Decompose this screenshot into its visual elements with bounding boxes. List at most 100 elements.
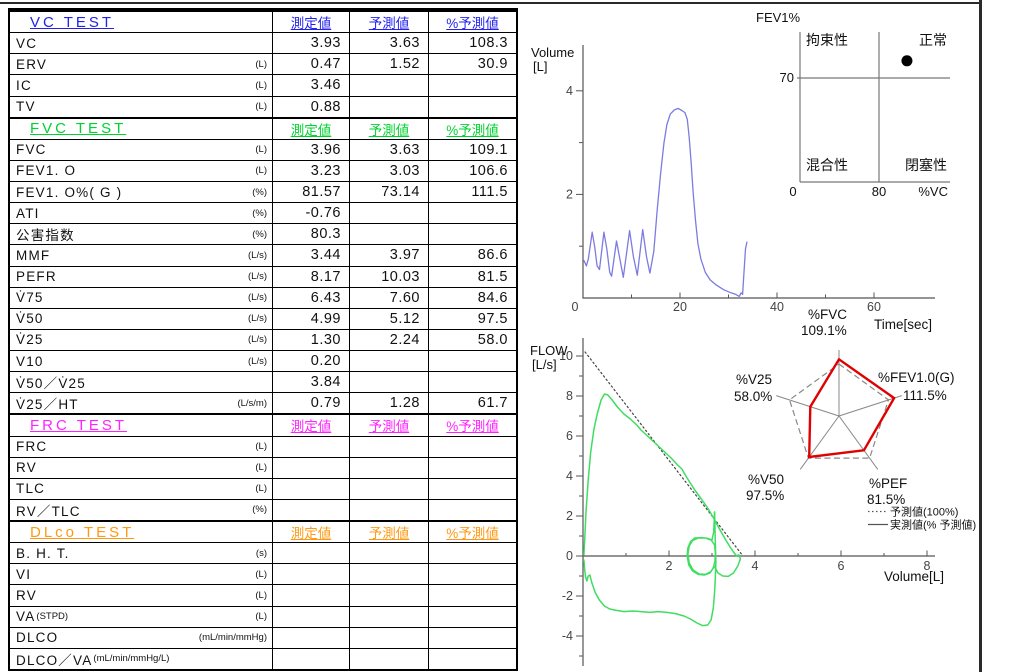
- parameter-label-cell: IC (L): [10, 75, 273, 96]
- predicted-value-cell: 3.63: [350, 33, 429, 54]
- parameter-unit: (L/s/m): [237, 397, 267, 409]
- radar-axis-value: 111.5%: [903, 388, 947, 403]
- parameter-unit: (L/s): [248, 271, 267, 283]
- parameter-label: VC: [16, 35, 38, 51]
- predicted-value-cell: [350, 627, 429, 648]
- parameter-label-cell: V̇25／HT (L/s/m): [10, 393, 273, 414]
- predicted-value-cell: 2.24: [350, 329, 429, 350]
- parameter-label-cell: VI (L): [10, 564, 273, 585]
- parameter-unit: (L/s): [248, 292, 267, 304]
- vt-axes: [582, 45, 935, 299]
- vt-xtick-label: 60: [867, 300, 881, 314]
- quad-xtick-label: 0: [789, 184, 796, 199]
- radar-spoke: [776, 395, 840, 417]
- column-header: 測定値: [273, 12, 350, 33]
- radar-spoke: [838, 395, 902, 417]
- table-row: V̇25／HT (L/s/m) 0.79 1.28 61.7: [10, 392, 516, 414]
- measured-value-cell: 81.57: [273, 182, 350, 203]
- vt-xlabel: Time[sec]: [874, 317, 932, 332]
- parameter-label: IC: [16, 77, 32, 93]
- radar-axis-label: %FEV1.0(G): [878, 370, 955, 385]
- predicted-value-cell: 10.03: [350, 266, 429, 287]
- parameter-label: TLC: [16, 481, 46, 497]
- parameter-label-cell: V̇75 (L/s): [10, 287, 273, 308]
- radar-axis-label: %PEF: [869, 476, 907, 491]
- parameter-unit: (L): [255, 144, 267, 156]
- table-row: FEV1. O%( G ) (%) 81.57 73.14 111.5: [10, 181, 516, 203]
- predicted-value-cell: 3.03: [350, 160, 429, 181]
- column-header: %予測値: [429, 12, 516, 33]
- quad-title: FEV1%: [756, 10, 801, 25]
- section-header-row: FRC TEST 測定値 予測値 %予測値: [10, 413, 516, 436]
- fv-ytick-label: 6: [566, 429, 573, 443]
- parameter-sub-label: (mL/min/mmHg/L): [93, 653, 170, 665]
- table-row: RV (L): [10, 456, 516, 478]
- percent-predicted-cell: [429, 224, 516, 245]
- parameter-label-cell: ATI (%): [10, 203, 273, 224]
- fv-ytick-label: 4: [566, 469, 573, 483]
- column-header: %予測値: [429, 522, 516, 543]
- vt-xtick-label: 0: [572, 300, 579, 314]
- top-border-rule: [0, 2, 981, 4]
- percent-predicted-cell: [429, 606, 516, 627]
- table-row: VI (L): [10, 563, 516, 585]
- column-header: 予測値: [350, 12, 429, 33]
- predicted-value-cell: [350, 648, 429, 669]
- predicted-value-cell: [350, 564, 429, 585]
- quad-xlabel: %VC: [918, 184, 948, 199]
- table-row: RV／TLC (%): [10, 498, 516, 520]
- vt-xtick-label: 20: [673, 300, 687, 314]
- percent-predicted-cell: 108.3: [429, 33, 516, 54]
- parameter-unit: (%): [252, 504, 267, 516]
- vt-ylabel: [L]: [533, 59, 547, 74]
- percent-predicted-cell: [429, 96, 516, 117]
- percent-predicted-cell: [429, 203, 516, 224]
- parameter-label-cell: FEV1. O%( G ) (%): [10, 182, 273, 203]
- table-row: IC (L) 3.46: [10, 74, 516, 96]
- parameter-label: ERV: [16, 56, 48, 72]
- fv-xtick-label: 8: [924, 559, 931, 573]
- fv-predicted-line: [584, 351, 744, 557]
- predicted-value-cell: 3.97: [350, 245, 429, 266]
- column-header: %予測値: [429, 118, 516, 139]
- predicted-value-cell: 5.12: [350, 308, 429, 329]
- measured-value-cell: 0.47: [273, 54, 350, 75]
- parameter-label: DLCO／VA: [16, 652, 93, 668]
- flow-volume-chart: -4 -2 0 2 4 6 8 10 2 4 6 8 FLOW[L/s] Volume[L]: [530, 338, 944, 666]
- radar-axis-value: 58.0%: [734, 389, 772, 404]
- percent-predicted-cell: 106.6: [429, 160, 516, 181]
- percent-predicted-cell: [429, 543, 516, 564]
- parameter-label: B. H. T.: [16, 545, 70, 561]
- percent-predicted-cell: [429, 627, 516, 648]
- percent-predicted-cell: [429, 478, 516, 499]
- measured-value-cell: 3.84: [273, 372, 350, 393]
- quad-label-obstructive: 閉塞性: [905, 157, 947, 173]
- predicted-value-cell: 1.28: [350, 393, 429, 414]
- parameter-label-cell: RV (L): [10, 585, 273, 606]
- fv-xtick-label: 2: [666, 559, 673, 573]
- percent-predicted-cell: 81.5: [429, 266, 516, 287]
- predicted-value-cell: [350, 351, 429, 372]
- parameter-label: FVC: [16, 142, 47, 158]
- percent-predicted-cell: 97.5: [429, 308, 516, 329]
- quad-label-normal: 正常: [919, 32, 947, 48]
- results-table: VC TEST 測定値 予測値 %予測値 VC 3.93 3.63 108.3 ERV (L) 0.…: [8, 8, 518, 671]
- parameter-label-cell: PEFR (L/s): [10, 266, 273, 287]
- percent-predicted-cell: [429, 457, 516, 478]
- parameter-label: FEV1. O: [16, 163, 77, 179]
- measured-value-cell: 3.93: [273, 33, 350, 54]
- parameter-unit: (L): [255, 58, 267, 70]
- percent-predicted-cell: 86.6: [429, 245, 516, 266]
- table-row: ATI (%) -0.76: [10, 202, 516, 224]
- quad-label-mixed: 混合性: [806, 157, 848, 173]
- parameter-label: RV／TLC: [16, 503, 81, 519]
- percent-predicted-cell: [429, 564, 516, 585]
- percent-predicted-cell: 109.1: [429, 139, 516, 160]
- column-header: 予測値: [350, 522, 429, 543]
- parameter-label-cell: V̇50 (L/s): [10, 308, 273, 329]
- table-row: B. H. T. (s): [10, 542, 516, 564]
- fv-ytick-label: -4: [562, 629, 573, 643]
